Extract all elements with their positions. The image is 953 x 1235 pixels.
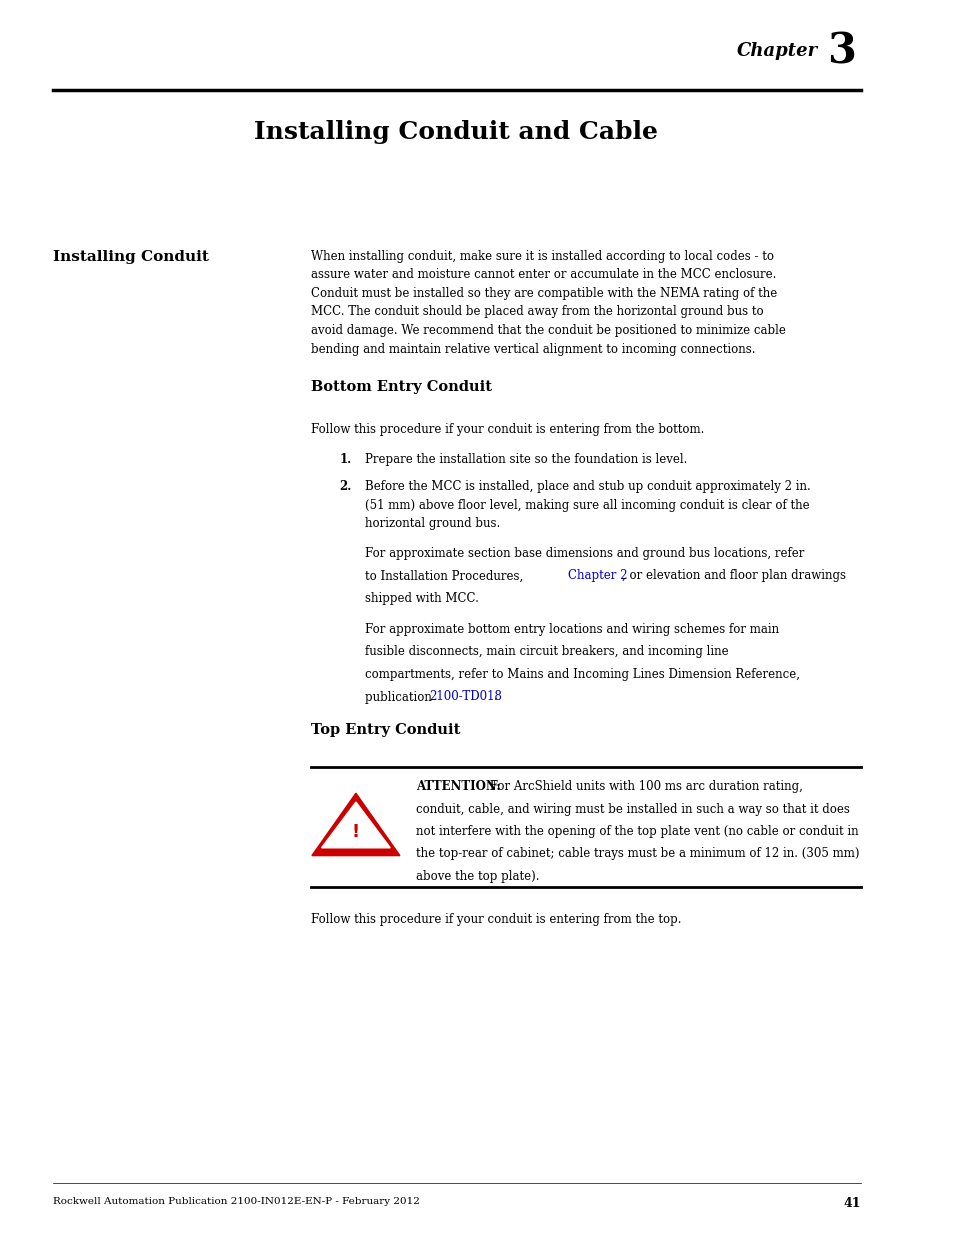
Text: Chapter 2: Chapter 2 — [568, 569, 627, 583]
Text: publication: publication — [365, 690, 436, 704]
Text: .: . — [493, 690, 497, 704]
Text: above the top plate).: above the top plate). — [416, 869, 539, 883]
Text: Installing Conduit: Installing Conduit — [52, 249, 209, 264]
Text: 1.: 1. — [339, 453, 352, 466]
Polygon shape — [321, 802, 390, 847]
Text: Chapter: Chapter — [736, 42, 817, 61]
Text: For ArcShield units with 100 ms arc duration rating,: For ArcShield units with 100 ms arc dura… — [485, 781, 802, 793]
Text: , or elevation and floor plan drawings: , or elevation and floor plan drawings — [621, 569, 845, 583]
Text: compartments, refer to Mains and Incoming Lines Dimension Reference,: compartments, refer to Mains and Incomin… — [365, 668, 800, 680]
Text: the top-rear of cabinet; cable trays must be a minimum of 12 in. (305 mm): the top-rear of cabinet; cable trays mus… — [416, 847, 859, 861]
Text: Rockwell Automation Publication 2100-IN012E-EN-P - February 2012: Rockwell Automation Publication 2100-IN0… — [52, 1197, 419, 1207]
Text: Bottom Entry Conduit: Bottom Entry Conduit — [311, 380, 492, 394]
Text: Before the MCC is installed, place and stub up conduit approximately 2 in.
(51 m: Before the MCC is installed, place and s… — [365, 480, 810, 530]
Text: not interfere with the opening of the top plate vent (no cable or conduit in: not interfere with the opening of the to… — [416, 825, 858, 839]
Text: conduit, cable, and wiring must be installed in such a way so that it does: conduit, cable, and wiring must be insta… — [416, 803, 849, 815]
Polygon shape — [312, 793, 399, 856]
Text: ATTENTION:: ATTENTION: — [416, 781, 500, 793]
Text: !: ! — [352, 823, 359, 841]
Text: to Installation Procedures,: to Installation Procedures, — [365, 569, 527, 583]
Text: 2100-TD018: 2100-TD018 — [429, 690, 502, 704]
Text: For approximate section base dimensions and ground bus locations, refer: For approximate section base dimensions … — [365, 547, 804, 559]
Text: Follow this procedure if your conduit is entering from the top.: Follow this procedure if your conduit is… — [311, 913, 680, 926]
Text: When installing conduit, make sure it is installed according to local codes - to: When installing conduit, make sure it is… — [311, 249, 785, 356]
Text: 3: 3 — [826, 31, 856, 73]
Text: fusible disconnects, main circuit breakers, and incoming line: fusible disconnects, main circuit breake… — [365, 646, 728, 658]
Text: 41: 41 — [842, 1197, 861, 1210]
Text: 2.: 2. — [339, 480, 352, 493]
Text: Top Entry Conduit: Top Entry Conduit — [311, 722, 460, 737]
Text: Prepare the installation site so the foundation is level.: Prepare the installation site so the fou… — [365, 453, 687, 466]
Text: For approximate bottom entry locations and wiring schemes for main: For approximate bottom entry locations a… — [365, 622, 779, 636]
Text: Follow this procedure if your conduit is entering from the bottom.: Follow this procedure if your conduit is… — [311, 424, 703, 436]
Text: Installing Conduit and Cable: Installing Conduit and Cable — [254, 120, 658, 144]
Text: shipped with MCC.: shipped with MCC. — [365, 592, 478, 605]
